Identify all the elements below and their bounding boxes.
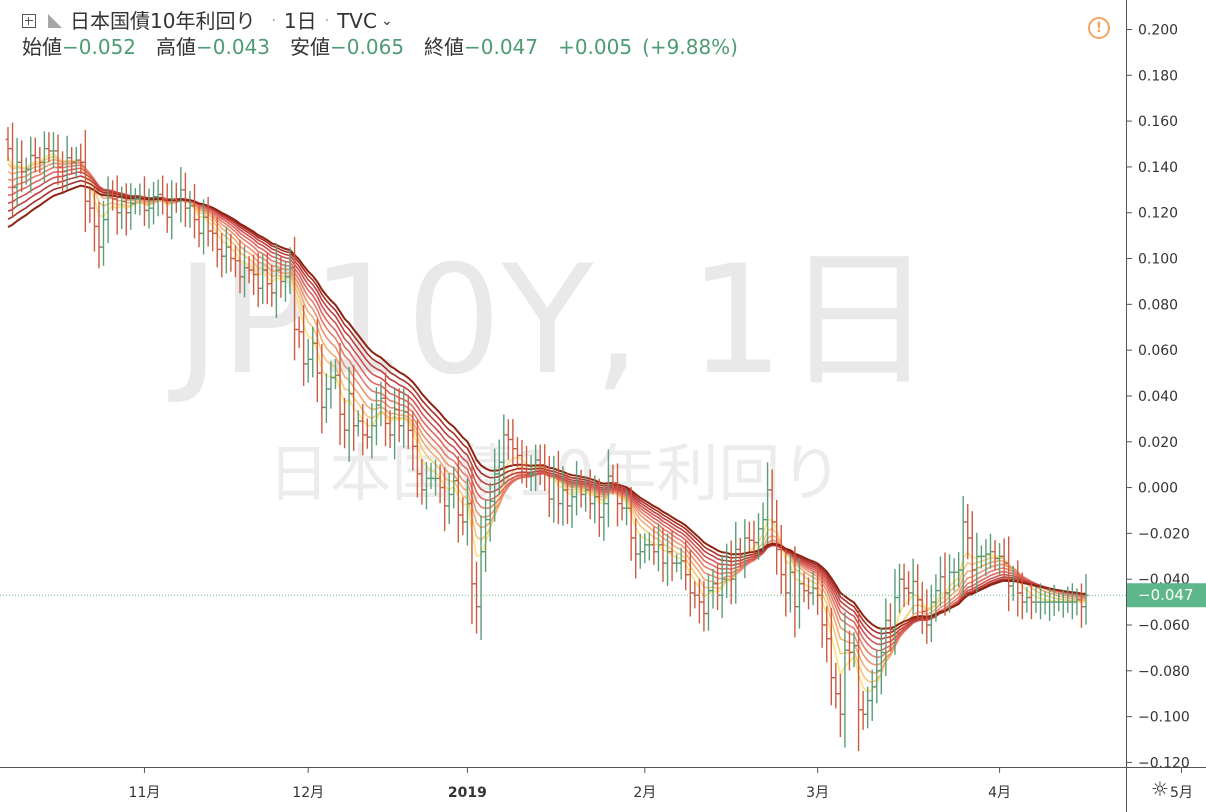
x-tick-label: 11月 (129, 785, 161, 801)
y-tick-label: 0.160 (1138, 114, 1178, 130)
y-tick-label: −0.020 (1138, 526, 1190, 542)
open-label: 始値 (22, 35, 62, 59)
ohlc-bar (164, 183, 170, 233)
symbol-row: 日本国債10年利回り · 1日 · TVC ⌄ (22, 8, 748, 34)
ohlc-bar (478, 515, 484, 640)
y-tick-label: 0.020 (1138, 435, 1178, 451)
ohlc-bar (1015, 560, 1021, 617)
change-value: +0.005 (558, 35, 633, 59)
close-label: 終値 (424, 35, 465, 59)
y-tick-label: 0.120 (1138, 206, 1178, 222)
ma-line (7, 184, 1087, 630)
exchange-label[interactable]: TVC (337, 9, 377, 33)
y-tick-label: 0.200 (1138, 22, 1178, 38)
y-tick-label: 0.060 (1138, 343, 1178, 359)
y-tick-label: 0.100 (1138, 252, 1178, 268)
price-axis[interactable]: 0.200 0.180 0.160 0.140 0.120 0.100 0.080 0.060… (1126, 22, 1190, 771)
x-tick-label: 3月 (806, 785, 829, 801)
ohlc-bar (91, 187, 97, 252)
ohlc-bar (687, 549, 693, 617)
y-tick-label: 0.040 (1138, 389, 1178, 405)
ohlc-bars (5, 122, 1089, 751)
separator-dot: · (324, 13, 330, 29)
open-value: −0.052 (62, 35, 137, 59)
ohlc-bar (633, 518, 639, 579)
ohlc-bar (160, 175, 166, 215)
ohlc-bar (824, 606, 830, 663)
ohlc-bar (865, 686, 871, 729)
ohlc-bar (637, 533, 643, 569)
ohlc-bar (783, 549, 789, 617)
ohlc-bar (646, 532, 652, 561)
ohlc-bar (705, 573, 711, 631)
ohlc-bar (901, 563, 907, 608)
separator-dot: · (271, 13, 276, 29)
y-tick-label: −0.120 (1138, 755, 1190, 771)
low-label: 安値 (290, 35, 331, 59)
ohlc-bar (5, 127, 11, 161)
ohlc-bar (123, 183, 129, 236)
ohlc-bar (169, 180, 175, 240)
low-value: −0.065 (330, 35, 405, 59)
y-tick-label: −0.100 (1138, 710, 1190, 726)
x-tick-label: 2月 (633, 785, 656, 801)
y-tick-label: 0.000 (1138, 481, 1178, 497)
ohlc-bar (965, 503, 971, 560)
ohlc-bar (915, 564, 921, 619)
ohlc-bar (733, 521, 739, 604)
ohlc-bar (146, 188, 152, 229)
ohlc-values-row: 始値 −0.052 高値 −0.043 安値 −0.065 終値 −0.047 +0.0… (22, 34, 748, 60)
gear-icon[interactable]: ☼ (1151, 777, 1169, 801)
change-percent: (+9.88%) (642, 35, 738, 59)
last-price-label: −0.047 (1138, 586, 1194, 604)
high-label: 高値 (156, 35, 197, 59)
chevron-down-icon[interactable]: ⌄ (380, 13, 393, 29)
ohlc-bar (1078, 583, 1084, 628)
last-price-badge: −0.047 (1127, 583, 1206, 608)
y-tick-label: 0.180 (1138, 68, 1178, 84)
ohlc-bar (860, 690, 866, 730)
ohlc-bar (778, 525, 784, 595)
ohlc-bar (178, 167, 184, 223)
interval-label[interactable]: 1日 (283, 9, 317, 33)
ohlc-bar (701, 580, 707, 632)
close-value: −0.047 (464, 35, 539, 59)
ohlc-bar (828, 607, 834, 706)
ohlc-bar (173, 182, 179, 213)
warning-icon[interactable]: ! (1088, 17, 1110, 39)
legend-header: 日本国債10年利回り · 1日 · TVC ⌄ 始値 −0.052 高値 −0.04… (22, 8, 748, 60)
ohlc-bar (105, 176, 111, 244)
ohlc-bar (906, 571, 912, 606)
ohlc-bar (837, 674, 843, 738)
ohlc-bar (187, 191, 193, 228)
ohlc-bar (897, 563, 903, 614)
x-tick-label: 5月 (1170, 785, 1193, 801)
ohlc-bar (833, 662, 839, 709)
plus-box-icon[interactable] (22, 14, 36, 28)
x-tick-label: 4月 (988, 785, 1011, 801)
y-tick-label: 0.080 (1138, 297, 1178, 313)
ohlc-bar (997, 543, 1003, 575)
ohlc-bar (742, 519, 748, 579)
ohlc-bar (678, 547, 684, 580)
ohlc-bar (806, 577, 812, 610)
ohlc-bar (746, 521, 752, 552)
high-value: −0.043 (196, 35, 271, 59)
symbol-name[interactable]: 日本国債10年利回り (70, 9, 256, 33)
flag-icon[interactable] (48, 14, 62, 28)
x-tick-label: 2019 (448, 785, 487, 801)
ohlc-bar (869, 669, 875, 721)
y-tick-label: −0.080 (1138, 664, 1190, 680)
ohlc-bar (473, 561, 479, 634)
ohlc-bar (101, 200, 107, 266)
y-tick-label: −0.060 (1138, 618, 1190, 634)
time-axis[interactable]: 11月 12月 2019 2月 3月 4月 5月 (129, 767, 1193, 801)
x-tick-label: 12月 (292, 785, 324, 801)
ohlc-bar (956, 552, 962, 588)
y-tick-label: 0.140 (1138, 160, 1178, 176)
